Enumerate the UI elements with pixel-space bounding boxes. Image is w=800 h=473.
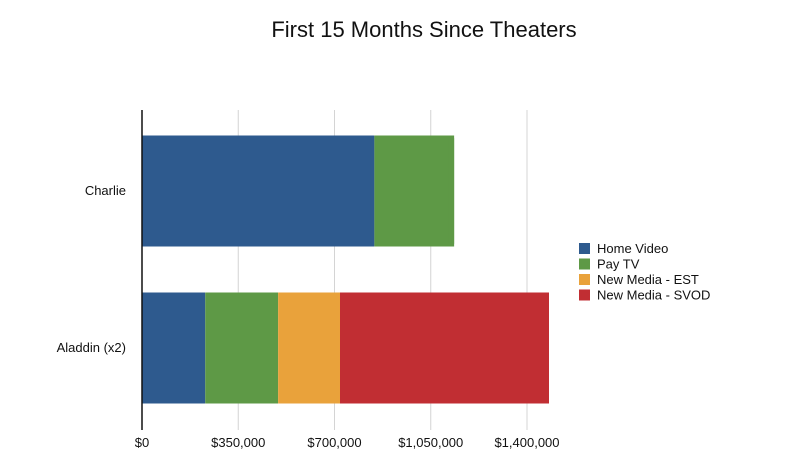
- bar-end-cap: [543, 292, 549, 404]
- category-labels: Charlie Aladdin (x2): [57, 183, 126, 355]
- x-tick-label: $1,050,000: [398, 435, 463, 450]
- bar-segment: [278, 292, 340, 404]
- category-label: Charlie: [85, 183, 126, 198]
- x-tick-label: $700,000: [307, 435, 361, 450]
- bar-segment: [142, 292, 206, 404]
- legend-swatch: [579, 243, 590, 254]
- bar-end-cap: [448, 135, 455, 247]
- legend-swatch: [579, 258, 590, 270]
- bar-segment: [340, 292, 549, 404]
- legend-swatch: [579, 274, 590, 285]
- bar-segment: [374, 135, 455, 247]
- bar-segment: [142, 135, 375, 247]
- x-tick-label: $350,000: [211, 435, 265, 450]
- legend-label: New Media - EST: [597, 272, 699, 287]
- legend-label: Home Video: [597, 241, 668, 256]
- legend-swatch: [579, 289, 590, 301]
- bar-segment: [205, 292, 279, 404]
- chart-title: First 15 Months Since Theaters: [271, 17, 576, 42]
- x-tick-labels: $0 $350,000 $700,000 $1,050,000 $1,400,000: [135, 435, 560, 450]
- category-label: Aladdin (x2): [57, 340, 126, 355]
- legend-label: Pay TV: [597, 257, 640, 272]
- x-tick-label: $1,400,000: [494, 435, 559, 450]
- x-tick-label: $0: [135, 435, 149, 450]
- bars: [142, 135, 549, 404]
- legend-label: New Media - SVOD: [597, 288, 710, 303]
